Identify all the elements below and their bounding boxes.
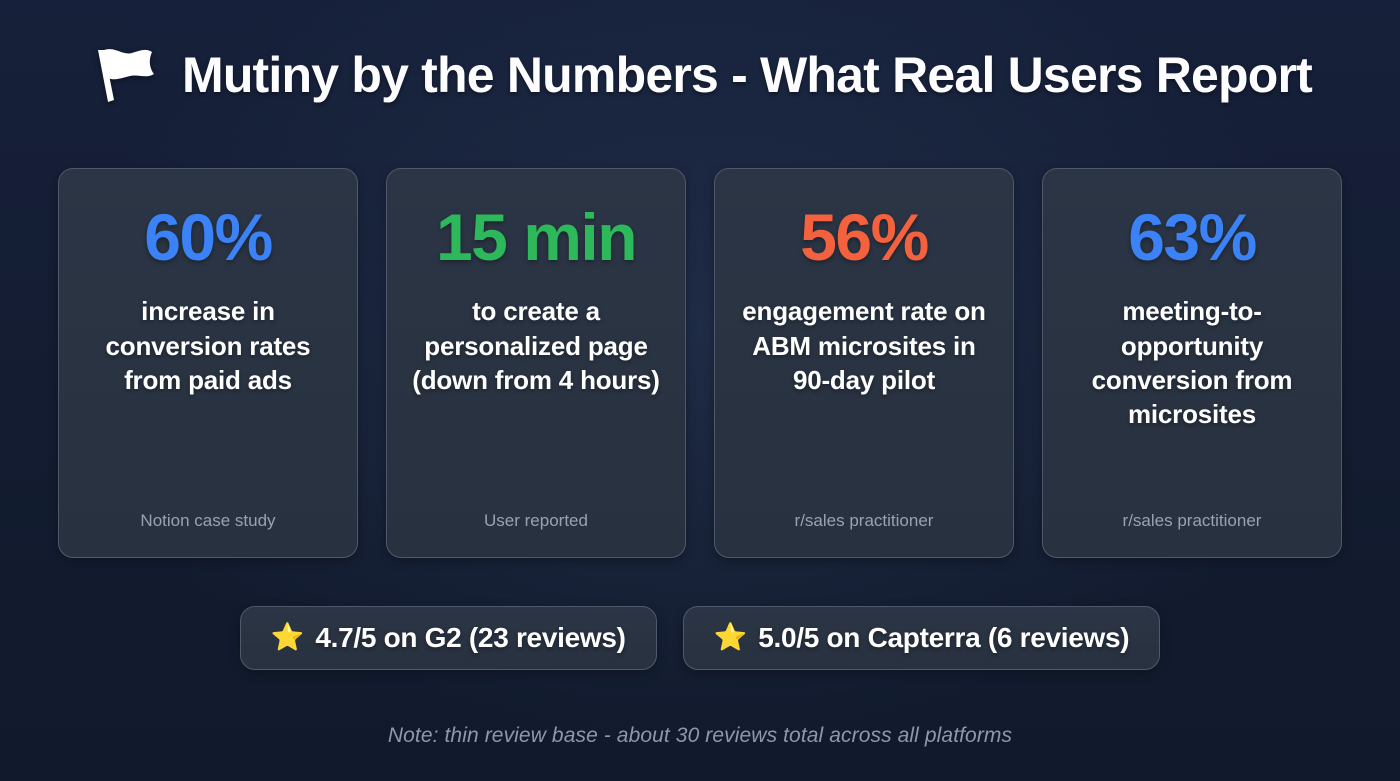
stat-label: to create a personalized page (down from… <box>412 296 660 395</box>
stat-source: User reported <box>484 510 588 530</box>
stat-value: 63% <box>1128 200 1257 274</box>
stat-card: 15 min to create a personalized page (do… <box>386 168 686 558</box>
header: Mutiny by the Numbers - What Real Users … <box>0 44 1400 106</box>
rating-badge-list: ⭐ 4.7/5 on G2 (23 reviews) ⭐ 5.0/5 on Ca… <box>0 606 1400 670</box>
stat-label: meeting-to-opportunity conversion from m… <box>1091 296 1293 430</box>
stat-source: r/sales practitioner <box>1122 510 1262 530</box>
stat-card-list: 60% increase in conversion rates from pa… <box>58 168 1342 558</box>
page-title: Mutiny by the Numbers - What Real Users … <box>181 46 1313 103</box>
rating-badge-capterra: ⭐ 5.0/5 on Capterra (6 reviews) <box>682 606 1161 670</box>
rating-badge-label: 4.7/5 on G2 (23 reviews) <box>315 622 626 653</box>
star-icon: ⭐ <box>270 621 305 652</box>
white-flag-icon <box>97 49 154 102</box>
stat-label: increase in conversion rates from paid a… <box>105 296 311 395</box>
stat-card: 56% engagement rate on ABM microsites in… <box>714 168 1014 558</box>
rating-badge-g2: ⭐ 4.7/5 on G2 (23 reviews) <box>239 606 657 670</box>
stat-card: 63% meeting-to-opportunity conversion fr… <box>1042 168 1342 558</box>
stat-value: 60% <box>144 200 273 274</box>
stat-value: 56% <box>800 200 929 274</box>
footnote: Note: thin review base - about 30 review… <box>387 724 1013 747</box>
stat-card: 60% increase in conversion rates from pa… <box>58 168 358 558</box>
stat-label: engagement rate on ABM microsites in 90-… <box>742 296 986 395</box>
stat-source: Notion case study <box>140 510 276 530</box>
rating-badge-label: 5.0/5 on Capterra (6 reviews) <box>758 622 1130 653</box>
stat-value: 15 min <box>435 200 638 274</box>
star-icon: ⭐ <box>713 621 748 652</box>
stat-source: r/sales practitioner <box>794 510 934 530</box>
